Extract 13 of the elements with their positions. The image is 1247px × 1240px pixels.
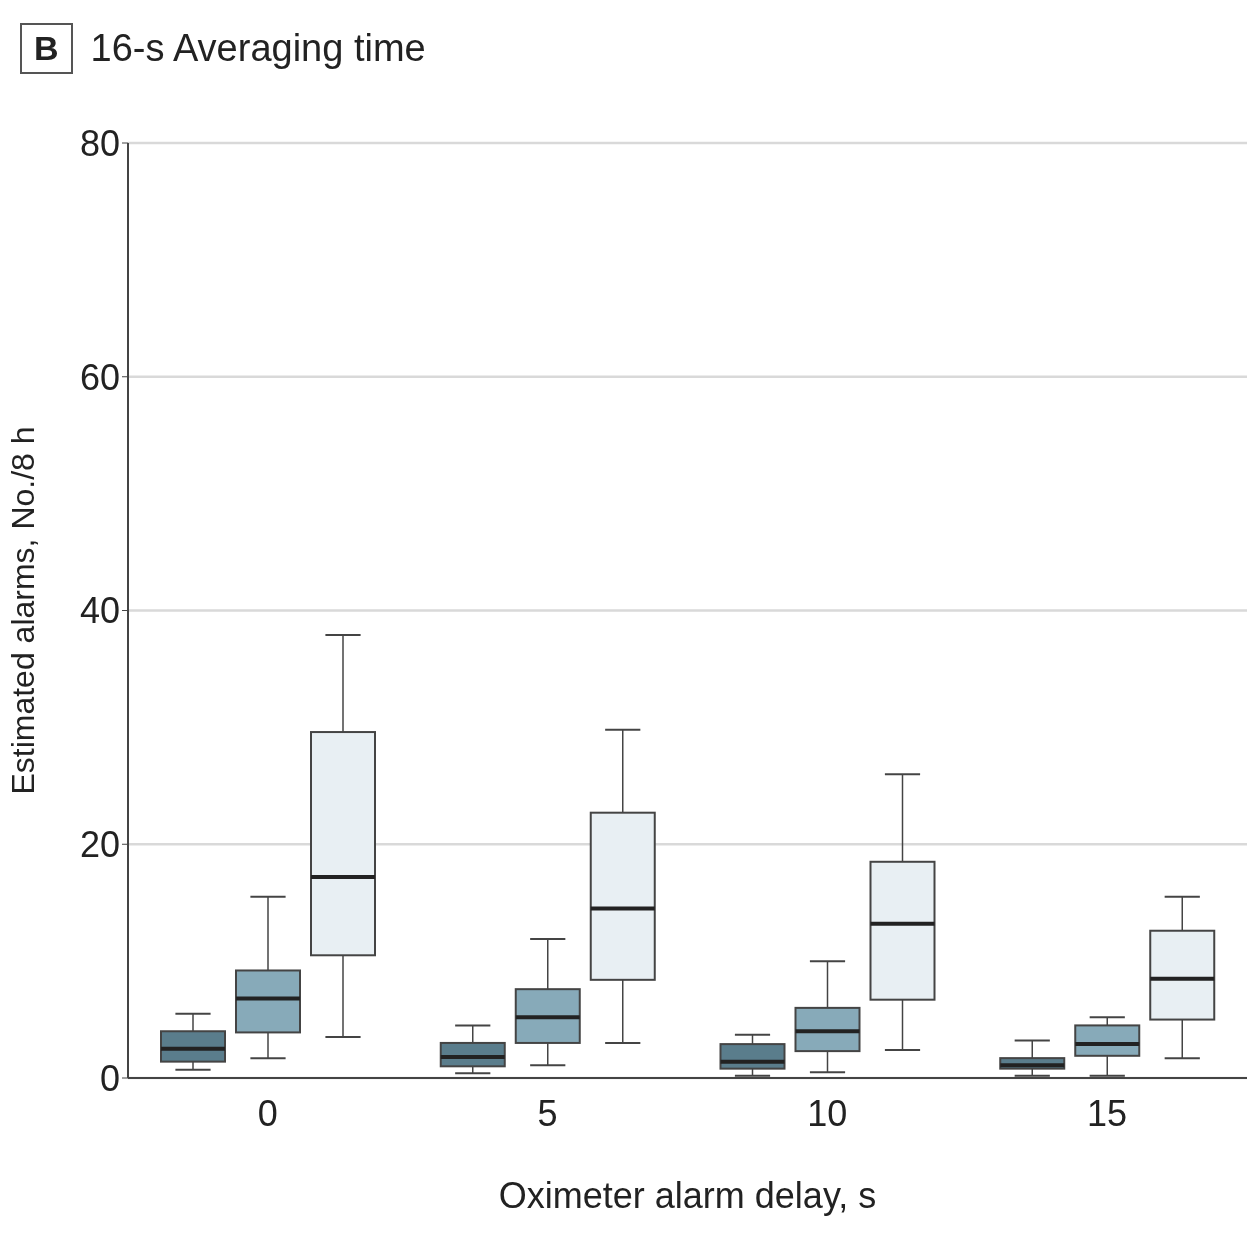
- y-tick-label: 80: [79, 122, 120, 164]
- x-tick-label: 15: [1087, 1092, 1128, 1134]
- y-tick-label: 20: [79, 824, 120, 866]
- x-axis-title: Oximeter alarm delay, s: [498, 1175, 877, 1216]
- y-tick-label: 40: [79, 590, 120, 632]
- x-tick-label: 0: [257, 1092, 278, 1134]
- text: B: [20, 22, 73, 74]
- x-tick-label: 5: [537, 1092, 558, 1134]
- chart-title: 16-s Averaging time: [90, 26, 426, 70]
- y-axis-title: Estimated alarms, No./8 h: [5, 426, 42, 795]
- y-tick-label: 60: [79, 356, 120, 398]
- y-tick-label: 0: [99, 1057, 120, 1099]
- x-tick-label: 10: [807, 1092, 848, 1134]
